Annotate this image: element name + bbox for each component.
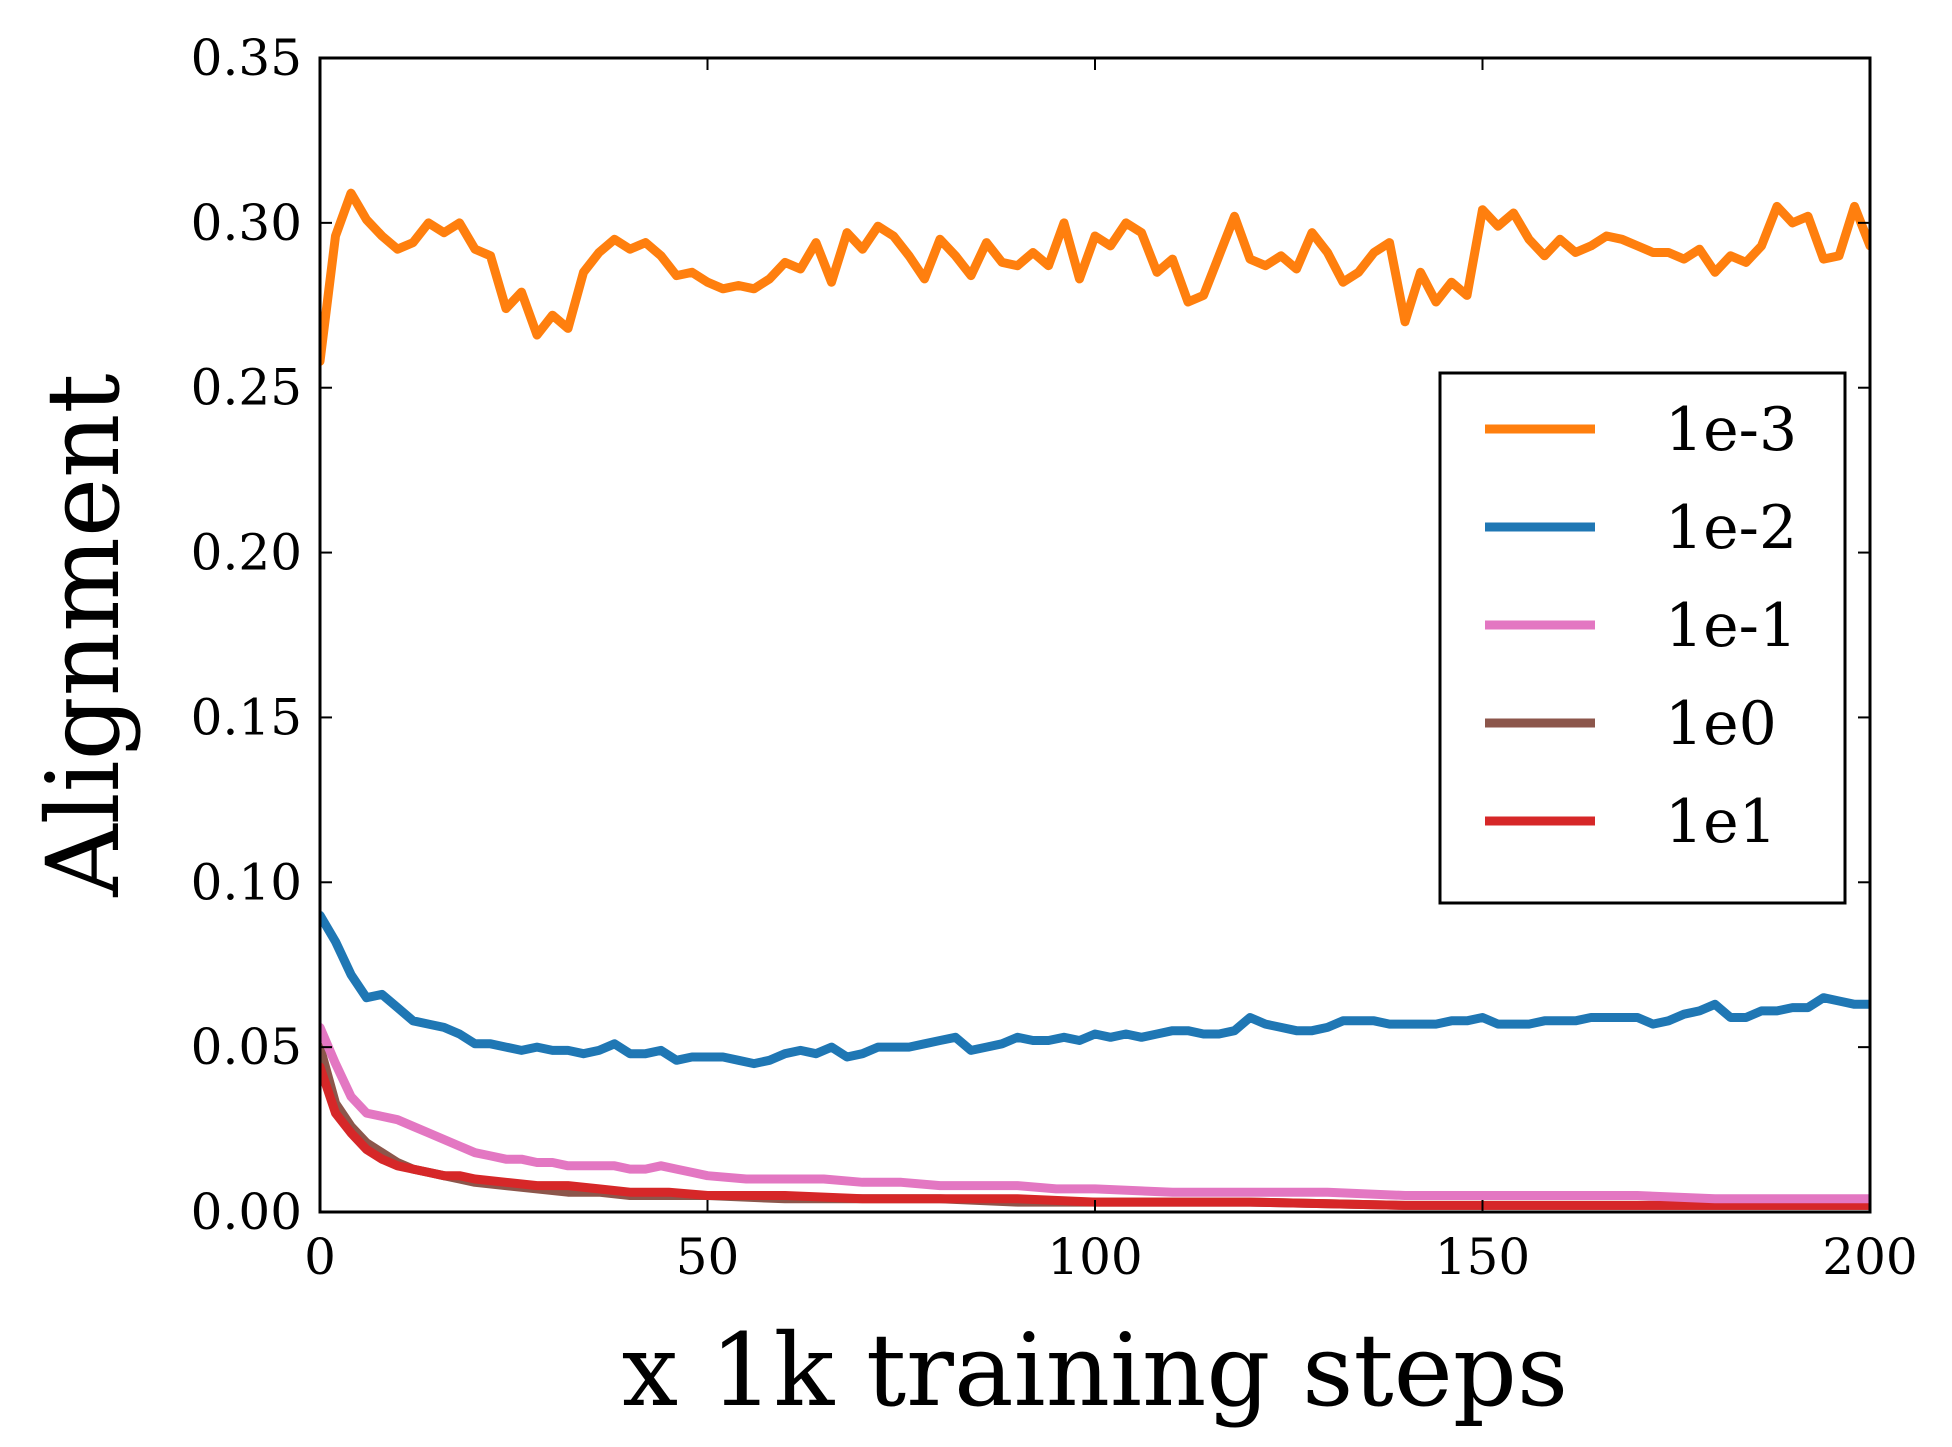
y-tick-label: 0.10 [191, 853, 302, 911]
y-tick-label: 0.35 [191, 29, 302, 87]
legend: 1e-3 1e-2 1e-1 1e0 1e1 [1438, 371, 1847, 905]
y-tick-label: 0.25 [191, 359, 302, 417]
legend-label-1e0: 1e0 [1665, 689, 1777, 759]
series-line-1e1 [320, 1062, 1870, 1210]
legend-label-1e-1: 1e-1 [1665, 591, 1797, 661]
legend-label-1e-2: 1e-2 [1665, 493, 1797, 563]
y-tick-label: 0.15 [191, 688, 302, 746]
x-tick-label: 0 [304, 1228, 336, 1286]
legend-label-1e1: 1e1 [1665, 787, 1777, 857]
y-tick-label: 0.30 [191, 194, 302, 252]
y-tick-label: 0.00 [191, 1183, 302, 1241]
y-tick-label: 0.20 [191, 524, 302, 582]
x-axis-label: x 1k training steps [622, 1312, 1568, 1429]
series-line-1e-2 [320, 910, 1870, 1069]
legend-box [1438, 371, 1847, 905]
legend-label-1e-3: 1e-3 [1665, 395, 1797, 465]
series-layer [320, 188, 1870, 1210]
series-line-1e-1 [320, 1022, 1870, 1204]
x-tick-label: 150 [1435, 1228, 1530, 1286]
y-axis-label: Alignment [25, 373, 142, 897]
y-tick-label: 0.05 [191, 1018, 302, 1076]
x-tick-label: 100 [1047, 1228, 1142, 1286]
x-tick-label: 50 [676, 1228, 740, 1286]
tick-layer: 0 50 100 150 200 0.00 0.05 0.10 0.15 0.20 0.25 0.30… [191, 29, 1918, 1286]
series-line-1e-3 [320, 188, 1870, 366]
x-tick-label: 200 [1822, 1228, 1917, 1286]
